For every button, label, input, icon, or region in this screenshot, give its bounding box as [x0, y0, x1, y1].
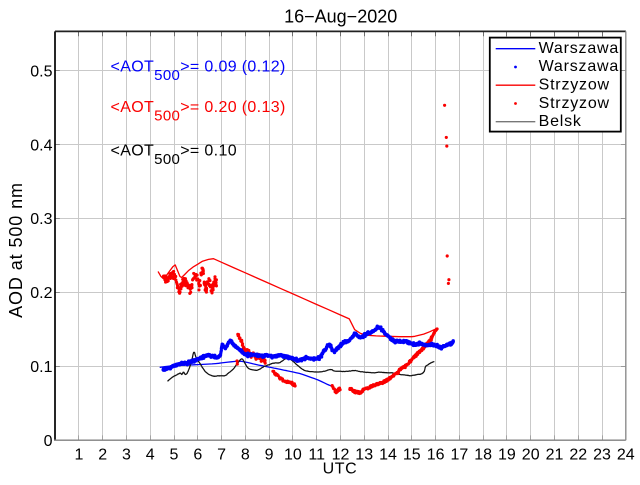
svg-text:0.5: 0.5: [30, 63, 52, 80]
svg-text:24: 24: [617, 447, 635, 464]
svg-text:9: 9: [265, 447, 274, 464]
svg-text:0.2: 0.2: [30, 285, 52, 302]
svg-text:Warszawa: Warszawa: [539, 58, 620, 75]
svg-text:16: 16: [427, 447, 445, 464]
svg-text:0.4: 0.4: [30, 137, 52, 154]
svg-text:10: 10: [284, 447, 302, 464]
svg-text:AOD at 500 nm: AOD at 500 nm: [6, 182, 26, 318]
svg-text:5: 5: [170, 447, 179, 464]
svg-text:0: 0: [44, 433, 53, 450]
svg-text:Belsk: Belsk: [539, 113, 582, 130]
svg-text:4: 4: [146, 447, 155, 464]
svg-text:3: 3: [122, 447, 131, 464]
svg-text:22: 22: [569, 447, 587, 464]
svg-text:13: 13: [355, 447, 373, 464]
svg-text:15: 15: [403, 447, 421, 464]
svg-text:UTC: UTC: [323, 461, 358, 478]
svg-text:19: 19: [498, 447, 516, 464]
svg-text:8: 8: [241, 447, 250, 464]
svg-text:6: 6: [193, 447, 202, 464]
svg-text:23: 23: [593, 447, 611, 464]
svg-text:14: 14: [379, 447, 397, 464]
svg-text:0.1: 0.1: [30, 359, 52, 376]
svg-text:11: 11: [308, 447, 325, 464]
svg-text:12: 12: [332, 447, 350, 464]
svg-text:18: 18: [474, 447, 492, 464]
svg-text:7: 7: [217, 447, 226, 464]
svg-text:16−Aug−2020: 16−Aug−2020: [284, 7, 397, 27]
svg-text:17: 17: [451, 447, 469, 464]
svg-text:2: 2: [98, 447, 107, 464]
svg-text:1: 1: [74, 447, 83, 464]
svg-text:21: 21: [546, 447, 564, 464]
svg-text:0.3: 0.3: [30, 211, 52, 228]
svg-text:Strzyzow: Strzyzow: [539, 95, 610, 112]
svg-text:Warszawa: Warszawa: [539, 40, 620, 57]
svg-text:Strzyzow: Strzyzow: [539, 77, 610, 94]
svg-text:20: 20: [522, 447, 540, 464]
